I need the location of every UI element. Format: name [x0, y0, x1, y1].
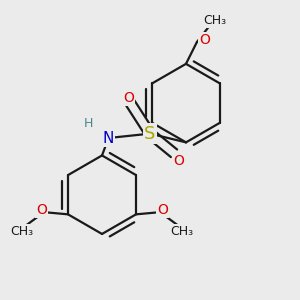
Text: CH₃: CH₃ [170, 225, 194, 238]
Text: N: N [103, 130, 114, 146]
Text: S: S [144, 124, 156, 142]
Text: CH₃: CH₃ [11, 225, 34, 238]
Text: O: O [173, 154, 184, 168]
Text: H: H [84, 117, 94, 130]
Text: CH₃: CH₃ [203, 14, 226, 27]
Text: O: O [199, 33, 210, 47]
Text: O: O [123, 91, 134, 105]
Text: O: O [36, 203, 47, 217]
Text: O: O [157, 203, 168, 217]
